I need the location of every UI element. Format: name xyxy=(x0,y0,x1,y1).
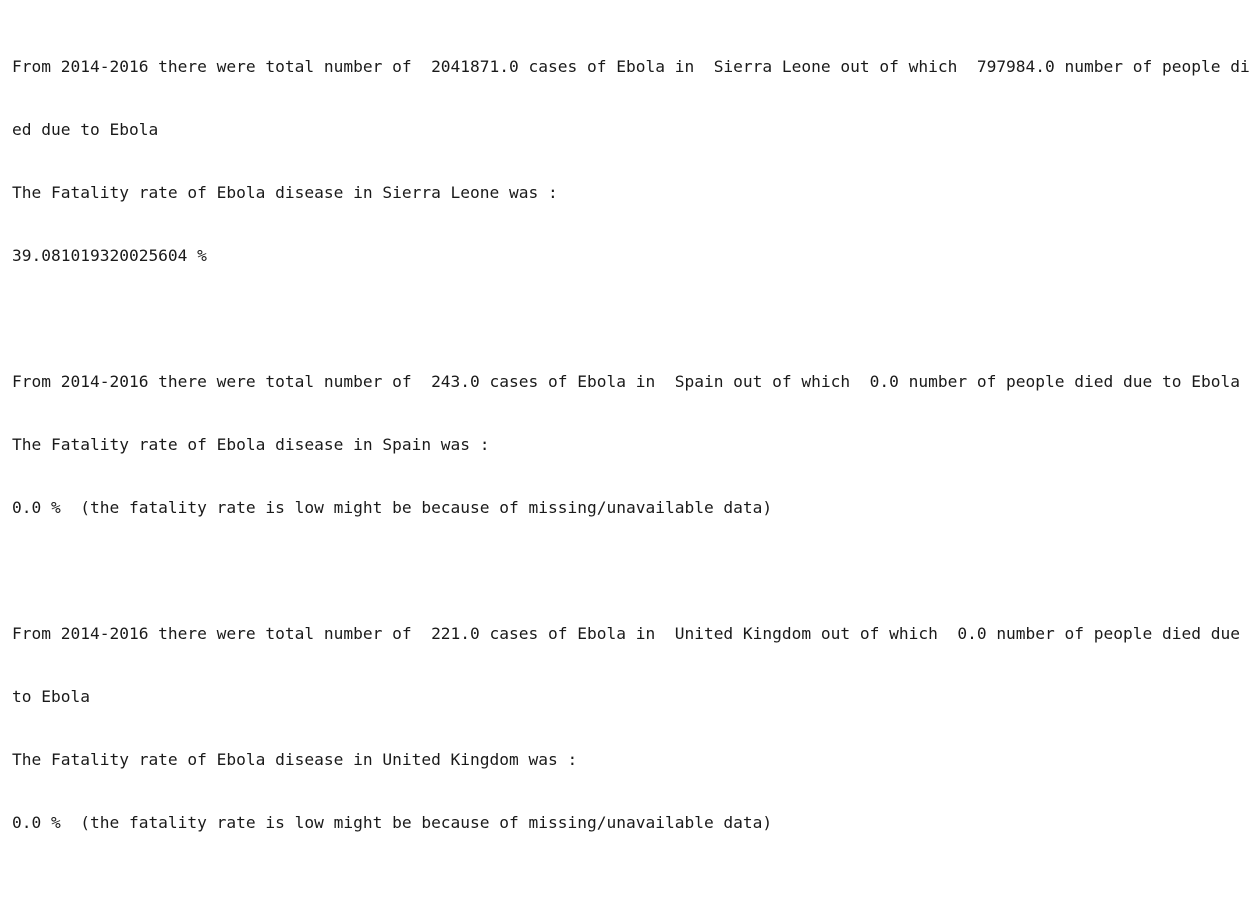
output-line: The Fatality rate of Ebola disease in Sp… xyxy=(12,434,1244,455)
output-line: From 2014-2016 there were total number o… xyxy=(12,623,1244,644)
output-line: 39.081019320025604 % xyxy=(12,245,1244,266)
output-line: to Ebola xyxy=(12,686,1244,707)
output-line: The Fatality rate of Ebola disease in Un… xyxy=(12,749,1244,770)
output-line: The Fatality rate of Ebola disease in Si… xyxy=(12,182,1244,203)
output-line: 0.0 % (the fatality rate is low might be… xyxy=(12,497,1244,518)
output-line: From 2014-2016 there were total number o… xyxy=(12,56,1244,77)
output-line: 0.0 % (the fatality rate is low might be… xyxy=(12,812,1244,833)
blank-line xyxy=(12,560,1244,581)
cell-output-text: From 2014-2016 there were total number o… xyxy=(12,14,1244,900)
blank-line xyxy=(12,308,1244,329)
blank-line xyxy=(12,875,1244,896)
output-line: ed due to Ebola xyxy=(12,119,1244,140)
output-line: From 2014-2016 there were total number o… xyxy=(12,371,1244,392)
